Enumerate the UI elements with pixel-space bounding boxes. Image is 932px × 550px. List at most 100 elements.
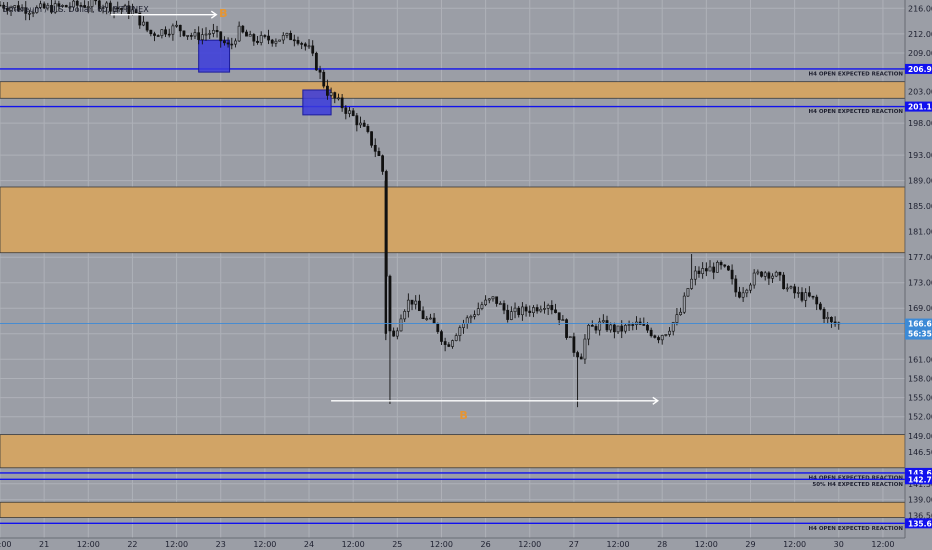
- candle-body: [263, 35, 267, 37]
- candle-body: [708, 266, 712, 272]
- highlight-box: [198, 39, 231, 73]
- highlight-boxes: [198, 39, 332, 116]
- level-label: H4 OPEN EXPECTED REACTION: [809, 475, 904, 481]
- level-label: H4 OPEN EXPECTED REACTION: [809, 71, 904, 77]
- time-tick-label: 24: [304, 540, 314, 549]
- candle-body: [259, 35, 263, 43]
- candle-body: [285, 33, 289, 36]
- price-tick-label: 139.00: [908, 496, 932, 505]
- candle-body: [322, 71, 326, 87]
- candle-body: [568, 336, 572, 338]
- candle-body: [487, 298, 491, 301]
- candle-body: [105, 2, 109, 8]
- time-axis[interactable]: 12:00 21 12:00 22 12:00 23 12:00 24 12:00 25 12:00…: [0, 537, 932, 550]
- candle-body: [414, 300, 418, 305]
- candle-body: [13, 5, 17, 8]
- candle-body: [826, 316, 830, 319]
- candle-body: [690, 278, 694, 289]
- candle-body: [447, 344, 451, 347]
- price-tick-label: 177.00: [908, 253, 932, 262]
- candle-body: [197, 32, 201, 40]
- time-axis-background: [0, 538, 932, 550]
- candle-body: [752, 272, 756, 286]
- candle-body: [730, 269, 734, 280]
- candle-body: [0, 4, 2, 7]
- time-tick-label: 12:00: [871, 540, 894, 549]
- price-tick-label: 198.00: [908, 119, 932, 128]
- candle-body: [42, 3, 46, 9]
- price-tick-label: 209.00: [908, 49, 932, 58]
- time-tick-label: 12:00: [0, 540, 12, 549]
- candle-body: [462, 323, 465, 328]
- candle-body: [704, 268, 708, 272]
- candle-body: [189, 35, 193, 37]
- candle-body: [649, 329, 653, 337]
- candle-body: [550, 305, 554, 311]
- price-tick-label: 146.50: [908, 448, 932, 457]
- candle-body: [532, 307, 535, 313]
- candle-body: [326, 85, 329, 96]
- candle-body: [767, 272, 771, 279]
- marker-label: B: [459, 409, 467, 422]
- candle-body: [289, 33, 293, 41]
- candle-body: [16, 5, 20, 11]
- candle-body: [774, 271, 778, 277]
- candle-body: [590, 324, 594, 327]
- candle-body: [35, 7, 39, 13]
- candle-body: [164, 29, 167, 35]
- candle-body: [796, 292, 800, 294]
- candle-body: [682, 295, 686, 313]
- supply-demand-zones: [0, 81, 906, 518]
- candle-body: [134, 9, 138, 14]
- candle-body: [156, 35, 160, 37]
- candle-body: [171, 25, 175, 35]
- candle-body: [668, 330, 671, 335]
- candle-body: [149, 29, 153, 35]
- candle-body: [153, 33, 156, 36]
- candle-body: [392, 330, 396, 337]
- candle-body: [83, 5, 87, 8]
- candle-body: [384, 180, 388, 334]
- candle-body: [362, 122, 366, 127]
- zone-rect: [0, 434, 906, 469]
- candle-body: [248, 34, 252, 37]
- candle-body: [46, 5, 50, 9]
- candle-body: [24, 7, 28, 14]
- candle-body: [495, 296, 499, 304]
- candle-body: [300, 43, 304, 45]
- candle-body: [370, 131, 373, 146]
- candle-body: [72, 0, 75, 8]
- candle-body: [469, 316, 473, 319]
- level-price-tag: [905, 474, 932, 485]
- level-label: 50% H4 EXPECTED REACTION: [812, 482, 903, 488]
- candle-body: [432, 317, 436, 324]
- price-tick-label: 185.00: [908, 202, 932, 211]
- candle-body: [344, 107, 348, 114]
- candle-body: [734, 278, 738, 293]
- candle-body: [535, 307, 539, 312]
- candle-body: [234, 40, 237, 45]
- candle-body: [520, 306, 524, 316]
- candle-body: [2, 4, 6, 9]
- candle-body: [28, 12, 31, 15]
- price-tick-label: 203.00: [908, 87, 932, 96]
- candle-body: [167, 33, 171, 36]
- candle-body: [686, 288, 690, 297]
- price-tick-label: 169.00: [908, 304, 932, 313]
- candle-body: [476, 308, 480, 316]
- price-axis[interactable]: 216.00 212.00 209.00 203.00 198.00 193.00 189.…: [904, 0, 932, 550]
- candle-body: [657, 337, 660, 341]
- level-price-tag: [905, 101, 932, 112]
- candle-body: [292, 39, 296, 42]
- candle-body: [609, 324, 613, 331]
- candle-body: [388, 275, 392, 332]
- candle-body: [778, 271, 782, 276]
- time-tick-label: 28: [657, 540, 667, 549]
- candle-body: [178, 24, 182, 32]
- time-tick-label: 12:00: [77, 540, 100, 549]
- level-price-tag-label: 201.15: [908, 103, 932, 112]
- candle-body: [815, 296, 819, 305]
- bar-countdown: 56:35: [908, 330, 932, 339]
- level-price-tag-label: 135.66: [908, 519, 932, 528]
